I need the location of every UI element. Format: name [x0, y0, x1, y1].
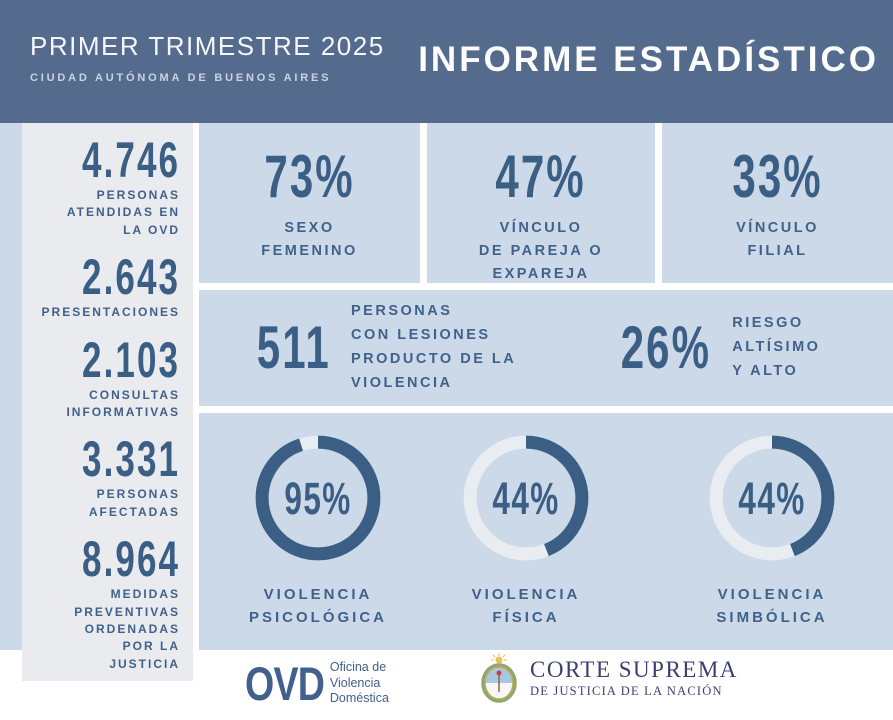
stat-value: 26% — [620, 313, 712, 381]
donut-label: VIOLENCIA FÍSICA — [471, 586, 581, 627]
corte-suprema-text: CORTE SUPREMA DE JUSTICIA DE LA NACIÓN — [530, 657, 738, 699]
donut-percent: 44% — [492, 472, 560, 524]
stat-value: 33% — [732, 143, 823, 210]
donut-ring-svg — [255, 435, 381, 561]
stat-label: PERSONAS AFECTADAS — [88, 487, 180, 519]
stat-label: VÍNCULO FILIAL — [736, 220, 819, 260]
donut-value-wrap: 44% — [461, 433, 591, 563]
stat-personas-afectadas: 3.331 PERSONAS AFECTADAS — [28, 434, 180, 521]
donut-chart: 44% — [461, 433, 591, 563]
stat-value: 8.964 — [81, 531, 180, 588]
stat-box-vinculo-pareja: 47% VÍNCULO DE PAREJA O EXPAREJA — [427, 123, 655, 283]
report-location-subtitle: CIUDAD AUTÓNOMA DE BUENOS AIRES — [30, 72, 332, 84]
middle-stats-band: 511 PERSONAS CON LESIONES PRODUCTO DE LA… — [199, 290, 893, 406]
donut-value-wrap: 44% — [707, 433, 837, 563]
ovd-logo-mark: OVD — [245, 657, 325, 710]
stat-value: 2.643 — [81, 249, 180, 306]
stat-value: 3.331 — [81, 431, 180, 488]
corte-suprema-title: CORTE SUPREMA — [530, 656, 738, 682]
divider-horizontal-middle — [199, 406, 893, 413]
ovd-logo-text: Oficina de Violencia Doméstica — [329, 660, 389, 706]
stat-label: SEXO FEMENINO — [261, 220, 358, 260]
donut-value-wrap: 95% — [253, 433, 383, 563]
stat-box-vinculo-filial: 33% VÍNCULO FILIAL — [662, 123, 893, 283]
stat-box-sexo-femenino: 73% SEXO FEMENINO — [199, 123, 420, 283]
stat-label: RIESGO ALTÍSIMO Y ALTO — [732, 315, 821, 379]
stat-value: 4.746 — [81, 132, 180, 188]
report-title: INFORME ESTADÍSTICO — [418, 40, 879, 79]
stat-value: 73% — [264, 143, 355, 210]
donut-chart: 95% — [253, 433, 383, 563]
report-period-title: PRIMER TRIMESTRE 2025 — [30, 31, 385, 61]
donut-arc — [463, 435, 589, 561]
stat-presentaciones: 2.643 PRESENTACIONES — [28, 252, 180, 321]
donut-charts-row: 95% VIOLENCIA PSICOLÓGICA 44% VIOLENCIA … — [199, 413, 893, 650]
ovd-logo: OVD Oficina de Violencia Doméstica — [245, 660, 389, 707]
donut-ring-svg — [463, 435, 589, 561]
donut-chart: 44% — [707, 433, 837, 563]
stat-label: CONSULTAS INFORMATIVAS — [66, 387, 180, 419]
stat-riesgo: 26% RIESGO ALTÍSIMO Y ALTO — [582, 312, 820, 384]
top-stats-row: 73% SEXO FEMENINO 47% VÍNCULO DE PAREJA … — [199, 123, 893, 283]
stat-value-wrap: 511 — [225, 318, 329, 378]
donut-violencia-fisica: 44% VIOLENCIA FÍSICA — [416, 420, 636, 630]
donut-label: VIOLENCIA SIMBÓLICA — [716, 586, 828, 627]
donut-percent: 44% — [738, 472, 806, 524]
header-left-block: PRIMER TRIMESTRE 2025 CIUDAD AUTÓNOMA DE… — [30, 33, 385, 84]
divider-horizontal-top — [199, 283, 893, 290]
stat-consultas-informativas: 2.103 CONSULTAS INFORMATIVAS — [28, 335, 180, 422]
sidebar-stats-panel: 4.746 PERSONAS ATENDIDAS EN LA OVD 2.643… — [22, 123, 193, 681]
donut-arc — [709, 435, 835, 561]
donut-arc — [255, 435, 381, 561]
stat-value: 511 — [256, 314, 331, 381]
stat-personas-atendidas: 4.746 PERSONAS ATENDIDAS EN LA OVD — [28, 135, 180, 239]
stat-value-wrap: 26% — [582, 317, 709, 378]
stat-value: 47% — [495, 143, 587, 210]
donut-violencia-simbolica: 44% VIOLENCIA SIMBÓLICA — [662, 420, 882, 630]
donut-violencia-psicologica: 95% VIOLENCIA PSICOLÓGICA — [208, 420, 428, 630]
stat-lesiones: 511 PERSONAS CON LESIONES PRODUCTO DE LA… — [225, 300, 516, 396]
donut-ring-svg — [709, 435, 835, 561]
donut-label: VIOLENCIA PSICOLÓGICA — [248, 586, 387, 627]
stat-medidas-preventivas: 8.964 MEDIDAS PREVENTIVAS ORDENADAS POR … — [28, 534, 180, 673]
stat-value: 2.103 — [81, 331, 180, 388]
stat-label: MEDIDAS PREVENTIVAS ORDENADAS POR LA JUS… — [74, 587, 180, 671]
donut-percent: 95% — [284, 472, 352, 524]
stat-label: PERSONAS ATENDIDAS EN LA OVD — [66, 188, 180, 237]
corte-suprema-subtitle: DE JUSTICIA DE LA NACIÓN — [530, 684, 723, 699]
header-bar: PRIMER TRIMESTRE 2025 CIUDAD AUTÓNOMA DE… — [0, 0, 893, 123]
corte-suprema-logo: CORTE SUPREMA DE JUSTICIA DE LA NACIÓN — [478, 652, 738, 704]
divider-vertical-sidebar — [193, 123, 199, 650]
stat-label: PERSONAS CON LESIONES PRODUCTO DE LA VIO… — [351, 303, 517, 391]
stat-label: VÍNCULO DE PAREJA O EXPAREJA — [478, 220, 604, 283]
stat-label: PRESENTACIONES — [41, 305, 180, 320]
argentina-coat-of-arms-icon — [481, 653, 517, 703]
